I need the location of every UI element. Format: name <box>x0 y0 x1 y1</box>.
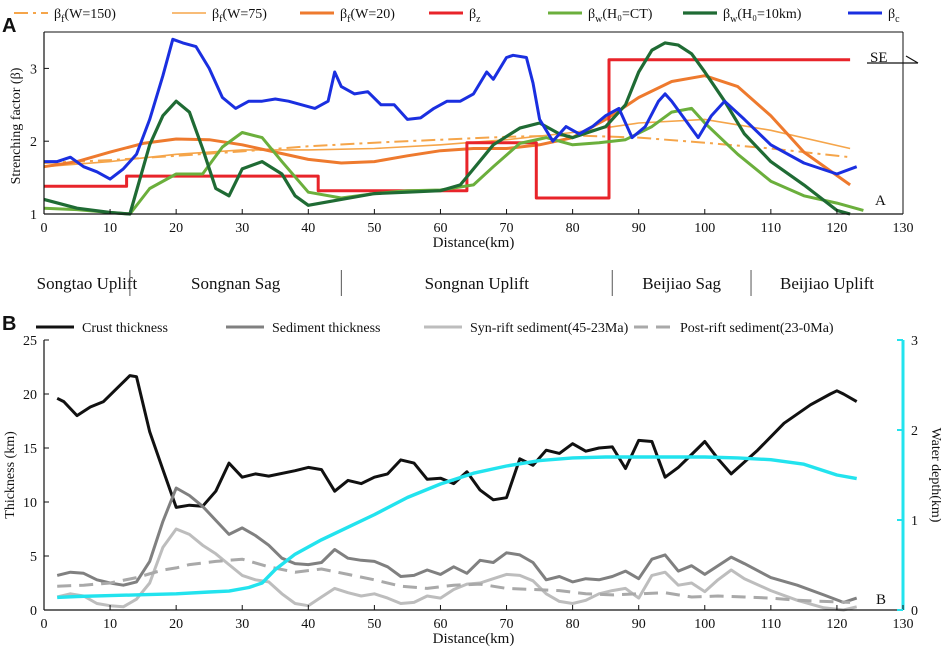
region-strip: Songtao Uplift Songnan Sag Songnan Uplift B… <box>37 270 874 296</box>
region-label: Songnan Uplift <box>425 274 530 293</box>
series-line-f-w-20 <box>43 74 851 187</box>
x-tick-label: 50 <box>367 617 381 632</box>
region-label: Beijiao Sag <box>642 274 721 293</box>
region-label: Beijiao Uplift <box>780 274 874 293</box>
direction-label: SE <box>870 50 888 66</box>
x-tick-label: 120 <box>826 617 847 632</box>
legend-label: Syn-rift sediment(45-23Ma) <box>470 321 629 336</box>
y-tick-label: 20 <box>23 388 37 403</box>
series-line-f-w-75 <box>43 118 851 168</box>
chart-b: 0 10 20 30 40 50 60 70 80 90 100 110 120 130051015202… <box>3 334 941 647</box>
series-line-sediment-thickness <box>56 486 858 604</box>
panel-b-corner-label: B <box>876 592 886 608</box>
y-right-tick-label: 0 <box>911 604 918 619</box>
y-tick-label: 2 <box>30 135 37 150</box>
x-tick-label: 30 <box>235 221 249 236</box>
legend-b: Crust thickness Sediment thickness Syn-rif… <box>36 321 834 336</box>
panel-a-label: A <box>2 15 16 37</box>
x-tick-label: 100 <box>694 617 715 632</box>
series-line-z <box>44 58 851 200</box>
legend-label: βw(H₀=CT) <box>588 7 653 25</box>
legend-item: βf(W=150) <box>14 7 116 25</box>
x-tick-label: 100 <box>694 221 715 236</box>
series-line-crust-thickness <box>56 374 858 509</box>
x-tick-label: 20 <box>169 221 183 236</box>
legend-label: βc <box>888 7 900 25</box>
legend-label: Crust thickness <box>82 321 168 336</box>
x-tick-label: 70 <box>500 221 514 236</box>
direction-arrow <box>867 55 919 64</box>
x-tick-label: 10 <box>103 617 117 632</box>
x-tick-label: 0 <box>41 221 48 236</box>
legend-item: βw(H₀=CT) <box>548 7 653 25</box>
y-tick-label: 10 <box>23 496 37 511</box>
x-tick-label: 40 <box>301 221 315 236</box>
y-right-tick-label: 2 <box>911 424 918 439</box>
legend-item: βc <box>848 7 900 25</box>
legend-item: Syn-rift sediment(45-23Ma) <box>424 321 629 336</box>
legend-item: βz <box>429 7 481 25</box>
y-right-tick-label: 3 <box>911 334 918 349</box>
series-line-syn-rift-sediment-45-23ma <box>56 527 858 612</box>
region-label: Songnan Sag <box>191 274 281 293</box>
x-tick-label: 30 <box>235 617 249 632</box>
legend-label: βf(W=150) <box>54 7 116 25</box>
series-line-w-h0-10km <box>43 41 851 216</box>
x-tick-label: 90 <box>632 617 646 632</box>
x-tick-label: 110 <box>761 617 781 632</box>
x-tick-label: 90 <box>632 221 646 236</box>
legend-label: Post-rift sediment(23-0Ma) <box>680 321 834 336</box>
chart-a: 0 10 20 30 40 50 60 70 80 90 100 110 120 130 1 2 3 Distan… <box>9 31 914 251</box>
y-tick-label: 0 <box>30 604 37 619</box>
y-tick-label: 15 <box>23 442 37 457</box>
x-tick-label: 0 <box>41 617 48 632</box>
x-tick-label: 50 <box>367 221 381 236</box>
series-line-f-w-150 <box>43 134 851 164</box>
y-tick-label: 1 <box>30 208 37 223</box>
x-tick-label: 130 <box>893 221 914 236</box>
x-tick-label: 60 <box>433 221 447 236</box>
series-line-water-depth <box>57 455 858 600</box>
panel-b-label: B <box>2 313 16 335</box>
y-tick-label: 25 <box>23 334 37 349</box>
y-tick-label: 5 <box>30 550 37 565</box>
x-axis-title: Distance(km) <box>433 235 515 251</box>
legend-label: βf(W=20) <box>340 7 395 25</box>
y-right-axis-title: Water depth(km) <box>928 428 941 523</box>
legend-label: βz <box>469 7 481 25</box>
y-axis-title: Strenching factor (β) <box>9 67 24 184</box>
x-axis-title: Distance(km) <box>433 631 515 647</box>
x-tick-label: 120 <box>826 221 847 236</box>
x-tick-label: 110 <box>761 221 781 236</box>
panel-a-corner-label: A <box>875 193 886 209</box>
legend-label: βf(W=75) <box>212 7 267 25</box>
legend-item: βf(W=20) <box>300 7 395 25</box>
y-axis-title: Thickness (km) <box>3 431 18 519</box>
legend-item: βf(W=75) <box>172 7 267 25</box>
region-label: Songtao Uplift <box>37 274 138 293</box>
x-tick-label: 130 <box>893 617 914 632</box>
series-line-c <box>44 37 858 181</box>
y-tick-label: 3 <box>30 62 37 77</box>
series-line-w-h0-ct <box>43 106 864 216</box>
y-right-tick-label: 1 <box>911 514 918 529</box>
legend-item: βw(H₀=10km) <box>683 7 802 25</box>
x-tick-label: 20 <box>169 617 183 632</box>
x-tick-label: 80 <box>566 221 580 236</box>
x-tick-label: 60 <box>433 617 447 632</box>
x-tick-label: 80 <box>566 617 580 632</box>
legend-label: βw(H₀=10km) <box>723 7 802 25</box>
legend-a: βf(W=150) βf(W=75) βf(W=20) βz βw(H₀=CT) βw(H… <box>14 7 900 25</box>
x-tick-label: 10 <box>103 221 117 236</box>
series-line-post-rift-sediment-23-0ma <box>57 557 851 604</box>
legend-item: Sediment thickness <box>226 321 381 336</box>
legend-item: Crust thickness <box>36 321 168 336</box>
x-tick-label: 40 <box>301 617 315 632</box>
x-tick-label: 70 <box>500 617 514 632</box>
legend-item: Post-rift sediment(23-0Ma) <box>634 321 834 336</box>
legend-label: Sediment thickness <box>272 321 381 336</box>
